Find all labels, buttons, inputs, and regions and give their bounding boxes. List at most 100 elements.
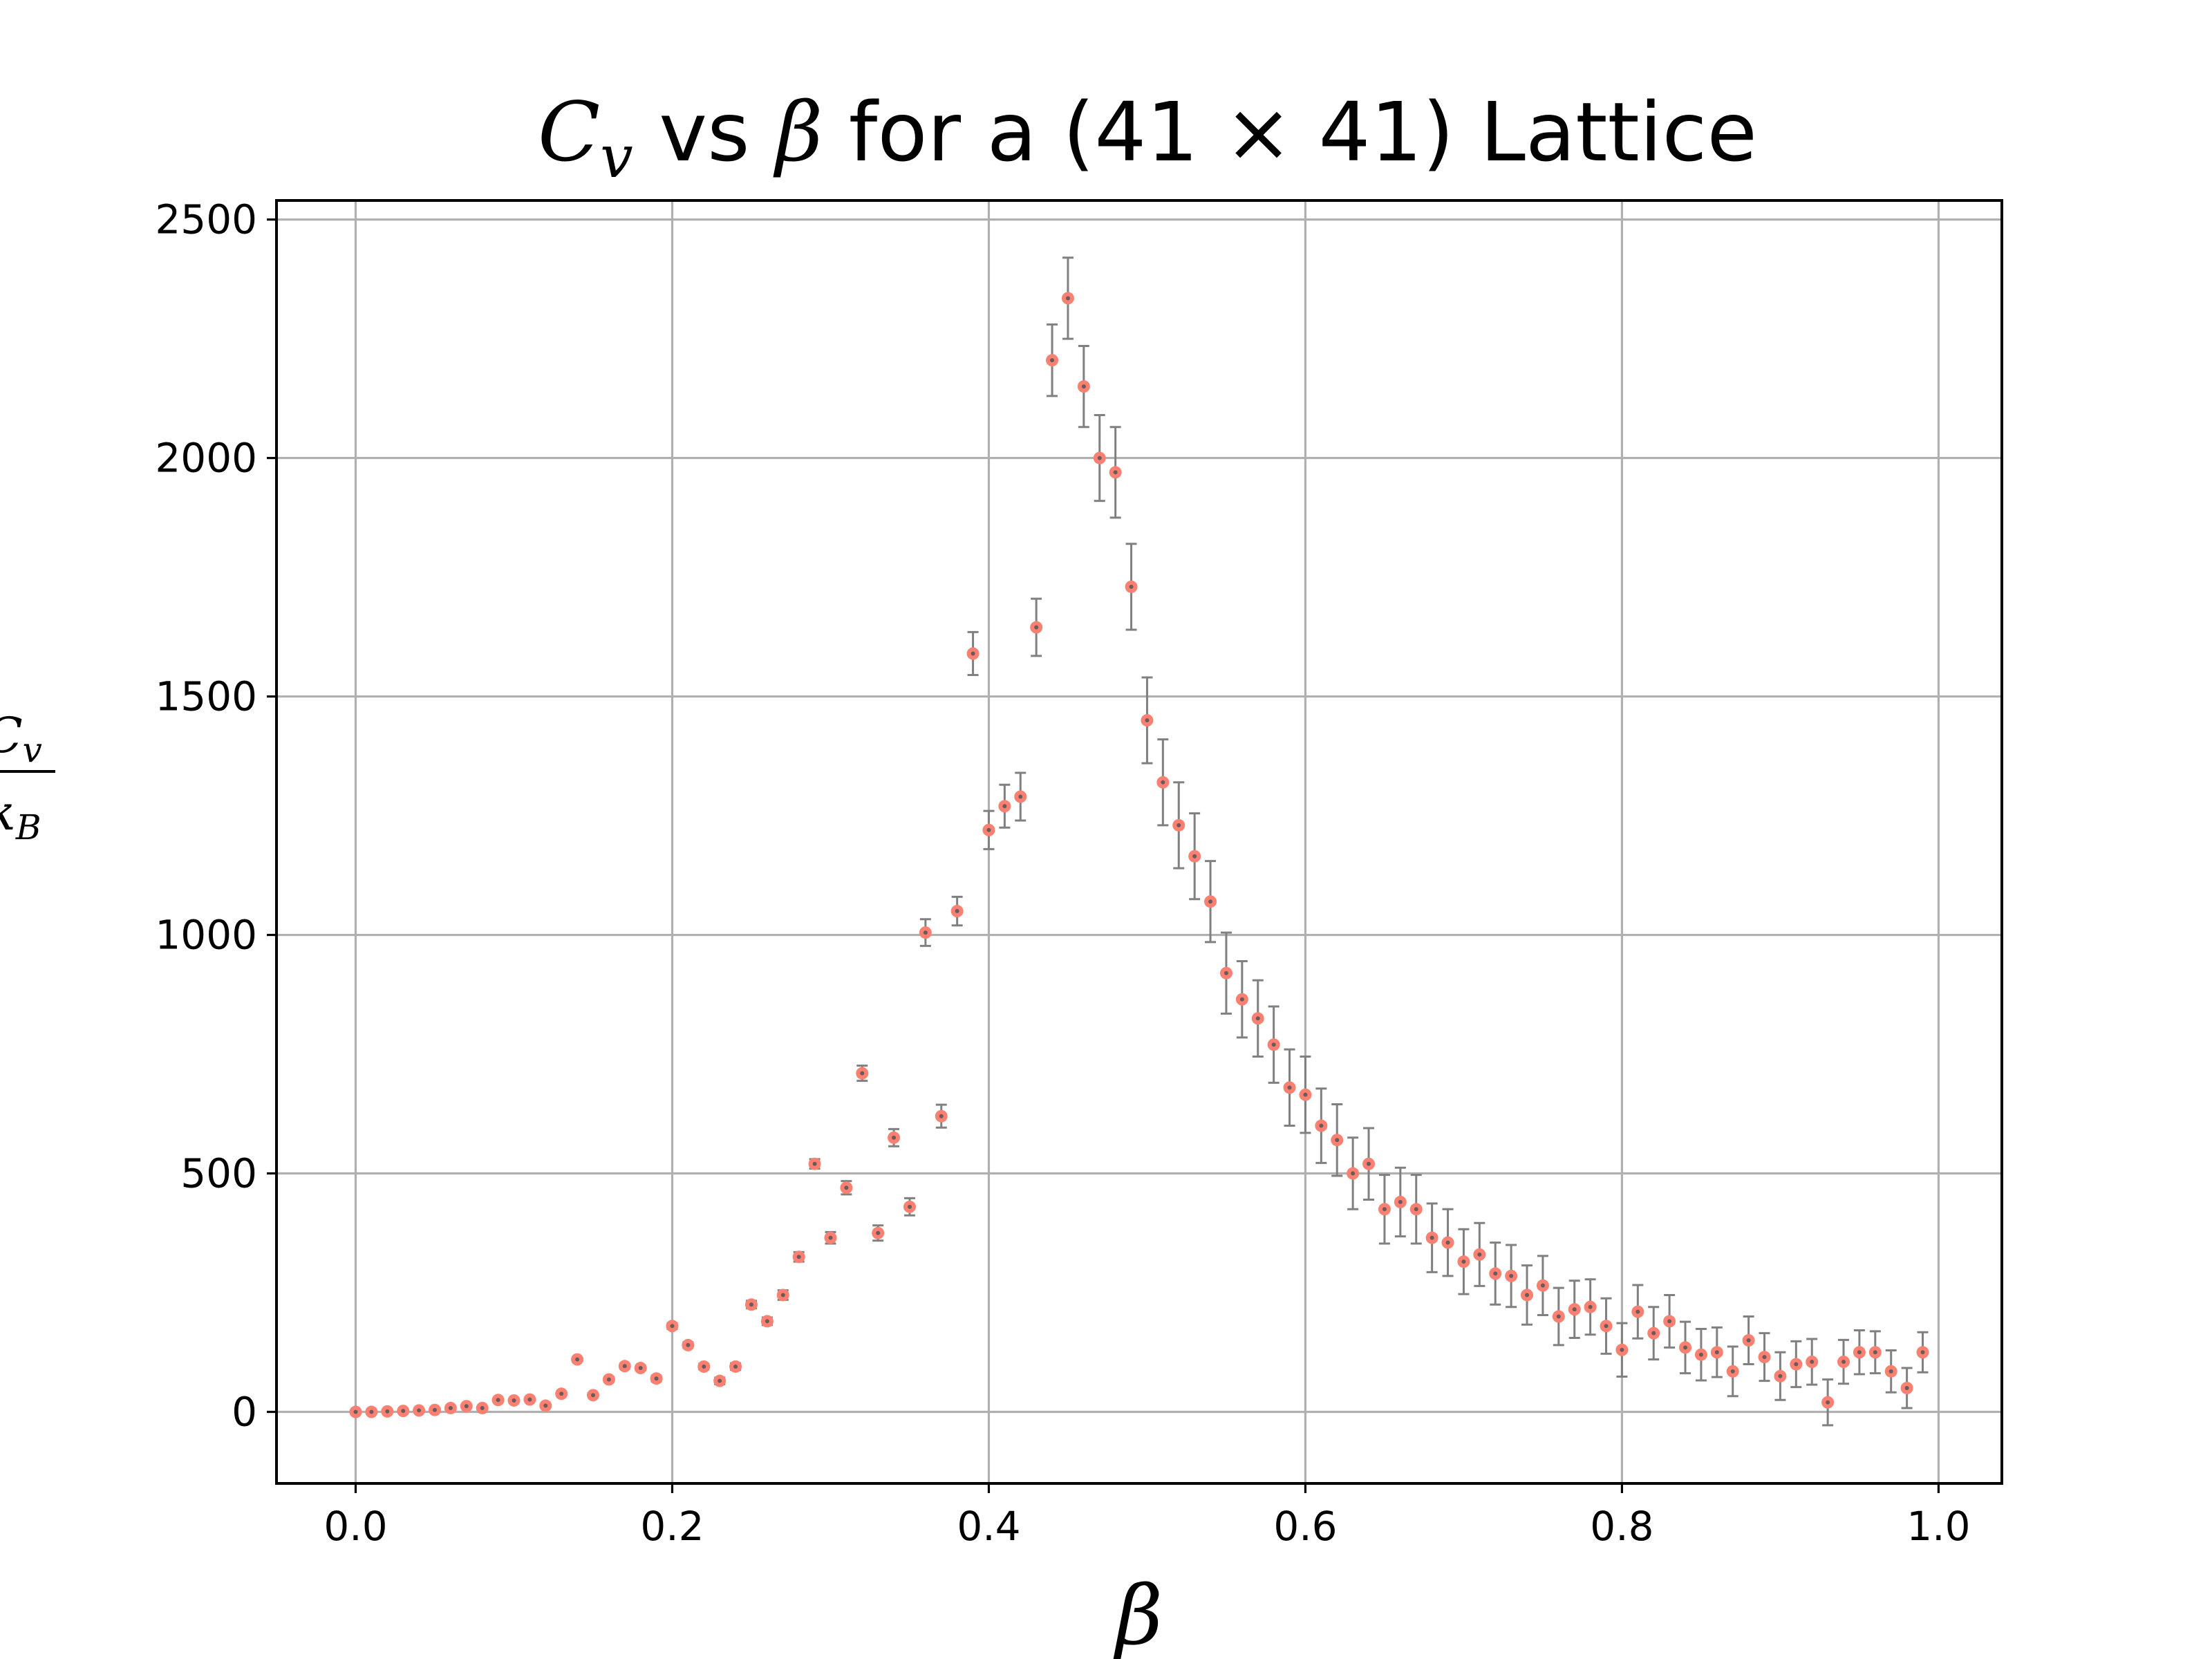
title-vs: vs xyxy=(633,84,776,180)
data-point-center xyxy=(796,1255,801,1259)
x-tick-label: 1.0 xyxy=(1906,1503,1970,1550)
y-label-numerator: Cv xyxy=(0,707,42,770)
data-point-center xyxy=(765,1319,769,1324)
data-point-center xyxy=(353,1409,358,1414)
data-point-center xyxy=(1509,1273,1514,1278)
x-axis-label: β xyxy=(1113,1568,1163,1659)
data-point-center xyxy=(1303,1092,1308,1097)
data-point-center xyxy=(1002,804,1007,809)
data-point-center xyxy=(1271,1042,1276,1047)
data-point-center xyxy=(417,1408,422,1413)
data-point-center xyxy=(1746,1338,1751,1343)
data-point-center xyxy=(971,651,975,656)
data-point-center xyxy=(1161,780,1165,785)
data-point-center xyxy=(1620,1347,1624,1352)
data-point-center xyxy=(1034,625,1039,630)
data-point-center xyxy=(939,1114,944,1118)
data-point-center xyxy=(432,1407,437,1412)
data-point-center xyxy=(543,1403,548,1408)
data-point-center xyxy=(1192,854,1197,859)
data-point-center xyxy=(1730,1369,1735,1374)
title-cv-symbol: C xyxy=(538,84,600,180)
x-tick-label: 0.0 xyxy=(324,1503,387,1550)
x-axis-ticks: 0.0 0.2 0.4 0.6 0.8 1.0 xyxy=(324,1483,1971,1550)
data-point-center xyxy=(1398,1199,1403,1204)
data-point-center xyxy=(1351,1171,1356,1176)
x-tick-label: 0.2 xyxy=(640,1503,704,1550)
data-point-center xyxy=(1367,1161,1371,1166)
y-axis-ticks: 0 500 1000 1500 2000 2500 xyxy=(155,196,276,1436)
data-point-center xyxy=(369,1409,374,1414)
data-point-center xyxy=(654,1376,659,1381)
data-point-center xyxy=(1477,1252,1482,1257)
data-point-center xyxy=(1667,1319,1672,1324)
data-point-center xyxy=(1113,470,1118,475)
data-point-center xyxy=(1794,1362,1799,1367)
data-point-center xyxy=(876,1230,881,1235)
data-point-center xyxy=(590,1393,595,1398)
data-point-center xyxy=(828,1235,833,1240)
data-point-center xyxy=(1841,1360,1846,1365)
data-point-center xyxy=(670,1324,675,1329)
data-point-center xyxy=(1525,1293,1530,1297)
data-point-center xyxy=(1287,1085,1292,1090)
data-point-center xyxy=(812,1161,817,1166)
data-point-center xyxy=(749,1302,753,1307)
data-point-center xyxy=(1540,1283,1545,1288)
data-point-center xyxy=(1651,1331,1656,1335)
y-tick-label: 2500 xyxy=(155,196,257,243)
data-point-center xyxy=(448,1405,453,1410)
data-markers xyxy=(349,292,1929,1418)
data-point-center xyxy=(1604,1324,1609,1329)
data-point-center xyxy=(385,1409,390,1414)
data-point-center xyxy=(512,1398,516,1403)
data-point-center xyxy=(923,930,928,935)
plot-frame xyxy=(275,199,2003,1485)
data-point-center xyxy=(1683,1345,1688,1350)
data-point-center xyxy=(480,1405,485,1410)
data-point-center xyxy=(1904,1386,1909,1391)
x-tick-label: 0.6 xyxy=(1273,1503,1337,1550)
data-point-center xyxy=(702,1364,706,1369)
data-point-center xyxy=(622,1364,627,1369)
data-point-center xyxy=(1065,296,1070,301)
data-point-center xyxy=(638,1366,643,1371)
x-tick-label: 0.8 xyxy=(1590,1503,1653,1550)
data-point-center xyxy=(1493,1271,1498,1276)
grid xyxy=(276,200,2002,1483)
data-point-center xyxy=(1810,1360,1815,1365)
data-point-center xyxy=(1572,1307,1577,1312)
data-point-center xyxy=(496,1398,500,1403)
data-point-center xyxy=(1335,1138,1340,1143)
y-tick-label: 2000 xyxy=(155,435,257,482)
data-point-center xyxy=(860,1071,865,1076)
title-rest: for a (41 × 41) Lattice xyxy=(823,84,1757,180)
title-beta: β xyxy=(773,84,823,180)
data-point-center xyxy=(1145,718,1150,723)
data-point-center xyxy=(1778,1374,1783,1378)
data-point-center xyxy=(1920,1350,1925,1355)
data-point-center xyxy=(1382,1207,1387,1212)
y-axis-label: Cv kB xyxy=(0,707,55,847)
y-tick-label: 1000 xyxy=(155,912,257,959)
data-point-center xyxy=(1714,1350,1719,1355)
data-point-center xyxy=(1445,1240,1450,1245)
data-point-center xyxy=(955,909,959,914)
data-point-center xyxy=(1208,899,1213,904)
data-point-center xyxy=(575,1357,580,1362)
data-point-center xyxy=(1430,1235,1434,1240)
data-point-center xyxy=(1081,384,1086,389)
data-point-center xyxy=(606,1377,611,1382)
data-point-center xyxy=(892,1135,897,1140)
data-point-center xyxy=(559,1391,564,1396)
data-point-center xyxy=(686,1342,691,1347)
x-tick-label: 0.4 xyxy=(957,1503,1020,1550)
data-point-center xyxy=(1319,1123,1324,1128)
data-point-center xyxy=(718,1378,722,1383)
data-point-center xyxy=(1239,997,1244,1002)
y-tick-label: 0 xyxy=(232,1389,257,1436)
title-cv-subscript: v xyxy=(600,123,632,191)
data-point-center xyxy=(733,1364,738,1369)
